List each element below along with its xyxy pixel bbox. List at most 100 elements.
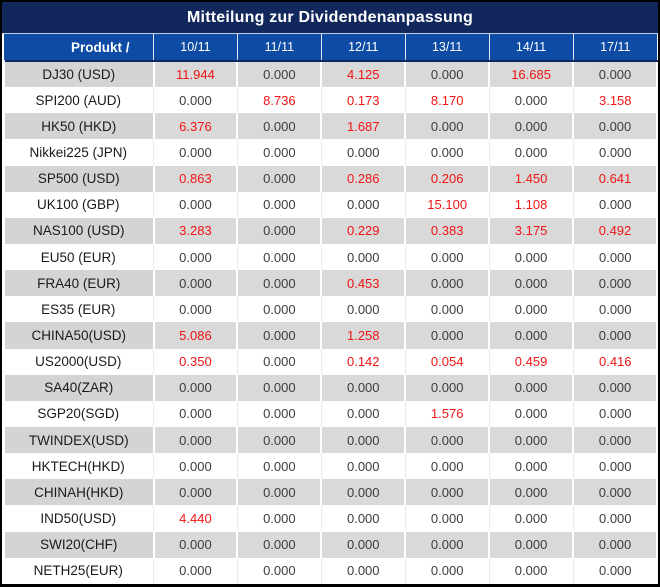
dividend-value: 0.000 xyxy=(488,531,574,558)
dividend-value: 0.000 xyxy=(153,139,238,166)
table-row: US2000(USD) 0.350 0.000 0.142 0.054 0.459 0.41… xyxy=(3,348,657,375)
dividend-value: 0.000 xyxy=(572,453,657,480)
dividend-value: 0.000 xyxy=(236,426,322,454)
dividend-value: 0.000 xyxy=(488,270,574,297)
dividend-value: 0.000 xyxy=(488,243,574,271)
table-row: UK100 (GBP) 0.000 0.000 0.000 15.100 1.108 0.0… xyxy=(3,191,657,218)
table-row: HK50 (HKD) 6.376 0.000 1.687 0.000 0.000 0.000 xyxy=(2,113,658,140)
dividend-value: 0.000 xyxy=(488,426,574,454)
dividend-value: 3.175 xyxy=(488,217,574,244)
dividend-value: 1.687 xyxy=(320,113,406,140)
dividend-value: 0.000 xyxy=(572,191,657,218)
table-row: CHINA50(USD) 5.086 0.000 1.258 0.000 0.000 0.0… xyxy=(2,322,658,349)
product-name: EU50 (EUR) xyxy=(3,243,154,271)
column-header-date: 11/11 xyxy=(236,34,322,62)
dividend-value: 0.000 xyxy=(236,243,322,271)
dividend-value: 0.000 xyxy=(236,531,322,558)
dividend-value: 4.440 xyxy=(153,505,238,532)
dividend-value: 0.000 xyxy=(404,374,490,401)
product-name: CHINA50(USD) xyxy=(2,322,154,349)
product-name: SGP20(SGD) xyxy=(3,400,154,427)
dividend-value: 0.000 xyxy=(236,479,322,506)
dividend-value: 0.000 xyxy=(236,374,322,401)
dividend-value: 0.000 xyxy=(572,139,657,166)
dividend-value: 0.000 xyxy=(236,505,322,532)
dividend-value: 0.000 xyxy=(488,479,574,506)
product-name: SPI200 (AUD) xyxy=(3,87,154,114)
dividend-value: 0.000 xyxy=(404,243,490,271)
dividend-value: 5.086 xyxy=(152,322,238,349)
dividend-value: 0.000 xyxy=(572,322,658,349)
dividend-value: 1.576 xyxy=(404,400,490,427)
dividend-value: 0.000 xyxy=(320,557,406,584)
dividend-value: 0.000 xyxy=(320,296,406,323)
dividend-value: 15.100 xyxy=(404,191,490,218)
dividend-value: 0.000 xyxy=(236,139,322,166)
product-name: NETH25(EUR) xyxy=(3,557,154,584)
dividend-value: 0.863 xyxy=(152,165,238,192)
dividend-value: 0.000 xyxy=(488,296,574,323)
dividend-value: 0.000 xyxy=(153,87,238,114)
dividend-value: 0.000 xyxy=(572,531,658,558)
table-row: CHINAH(HKD) 0.000 0.000 0.000 0.000 0.000 0.00… xyxy=(2,479,658,506)
dividend-value: 0.000 xyxy=(320,531,406,558)
dividend-value: 0.000 xyxy=(236,348,322,375)
dividend-value: 8.170 xyxy=(404,87,490,114)
dividend-value: 0.054 xyxy=(404,348,490,375)
dividend-value: 0.000 xyxy=(404,479,490,506)
dividend-value: 0.000 xyxy=(152,531,238,558)
dividend-value: 0.000 xyxy=(404,113,490,140)
dividend-value: 0.000 xyxy=(488,322,574,349)
column-header-date: 17/11 xyxy=(572,34,657,62)
dividend-value: 0.000 xyxy=(236,217,322,244)
dividend-value: 8.736 xyxy=(236,87,322,114)
dividend-value: 0.000 xyxy=(572,61,658,88)
dividend-value: 0.459 xyxy=(488,348,574,375)
dividend-value: 0.453 xyxy=(320,270,406,297)
column-header-date: 10/11 xyxy=(153,34,238,62)
dividend-value: 6.376 xyxy=(152,113,238,140)
dividend-value: 0.000 xyxy=(153,557,238,584)
dividend-value: 0.000 xyxy=(572,557,657,584)
column-header-date: 12/11 xyxy=(320,34,406,62)
product-name: SP500 (USD) xyxy=(2,165,154,192)
dividend-value: 0.000 xyxy=(320,453,406,480)
dividend-value: 0.000 xyxy=(320,479,406,506)
product-name: DJ30 (USD) xyxy=(2,61,154,88)
title-bar: Mitteilung zur Dividendenanpassung xyxy=(2,2,658,34)
dividend-value: 0.000 xyxy=(488,400,574,427)
dividend-value: 3.158 xyxy=(572,87,657,114)
product-name: IND50(USD) xyxy=(3,505,154,532)
dividend-value: 0.000 xyxy=(320,505,406,532)
dividend-value: 1.108 xyxy=(488,191,574,218)
dividend-value: 1.450 xyxy=(488,165,574,192)
product-name: CHINAH(HKD) xyxy=(2,479,154,506)
dividend-value: 0.000 xyxy=(572,426,658,454)
dividend-value: 0.000 xyxy=(572,479,658,506)
dividend-value: 0.286 xyxy=(320,165,406,192)
dividend-value: 0.000 xyxy=(404,61,490,88)
dividend-value: 0.000 xyxy=(320,191,406,218)
dividend-value: 0.000 xyxy=(488,453,574,480)
dividend-value: 0.000 xyxy=(236,322,322,349)
dividend-value: 0.000 xyxy=(153,243,238,271)
dividend-value: 1.258 xyxy=(320,322,406,349)
dividend-value: 0.000 xyxy=(153,191,238,218)
dividend-value: 0.000 xyxy=(236,270,322,297)
product-name: UK100 (GBP) xyxy=(3,191,154,218)
table-row: IND50(USD) 4.440 0.000 0.000 0.000 0.000 0.000 xyxy=(3,505,657,532)
dividend-value: 0.000 xyxy=(153,400,238,427)
product-name: SWI20(CHF) xyxy=(2,531,154,558)
table-row: NAS100 (USD) 3.283 0.000 0.229 0.383 3.175 0.4… xyxy=(2,217,658,244)
dividend-value: 0.000 xyxy=(404,531,490,558)
dividend-value: 0.000 xyxy=(153,296,238,323)
dividend-value: 0.000 xyxy=(236,557,322,584)
dividend-value: 0.000 xyxy=(404,322,490,349)
dividend-value: 0.000 xyxy=(572,243,657,271)
product-name: ES35 (EUR) xyxy=(3,296,154,323)
dividend-value: 0.000 xyxy=(320,374,406,401)
product-name: FRA40 (EUR) xyxy=(2,270,154,297)
table-body: DJ30 (USD) 11.944 0.000 4.125 0.000 16.685 0.0… xyxy=(2,61,658,584)
dividend-value: 0.492 xyxy=(572,217,658,244)
